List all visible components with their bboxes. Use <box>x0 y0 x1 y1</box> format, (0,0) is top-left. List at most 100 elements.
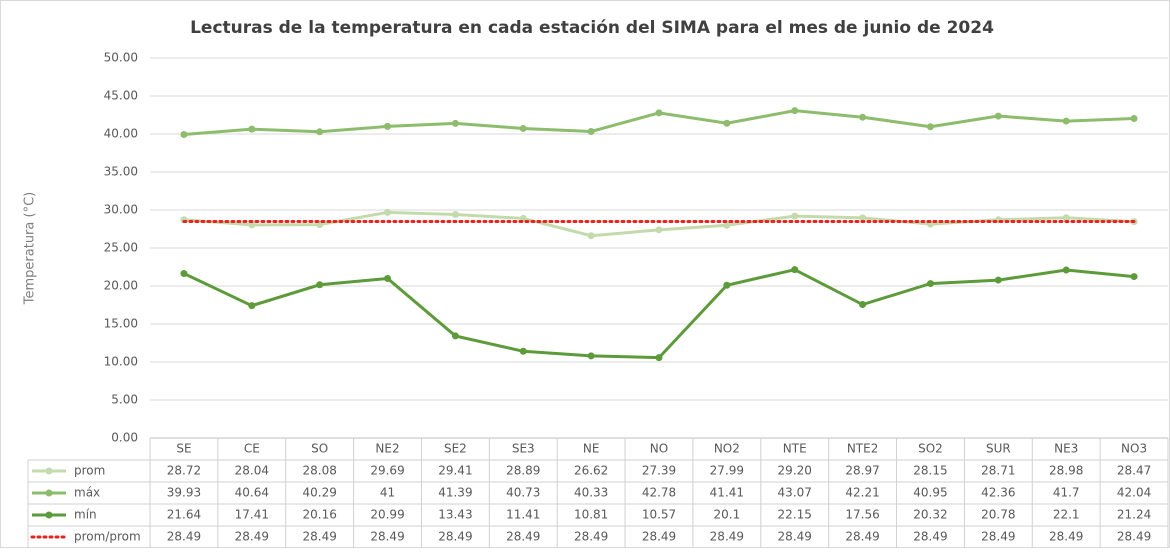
x-tick-label: NO <box>650 442 668 456</box>
data-table-value: 43.07 <box>778 486 812 500</box>
data-table-value: 41 <box>380 486 395 500</box>
data-table-value: 20.16 <box>302 508 336 522</box>
data-point <box>1062 214 1070 222</box>
x-tick-label: SO <box>311 442 328 456</box>
data-table-value: 28.49 <box>778 530 812 544</box>
data-point <box>655 226 663 234</box>
data-point <box>994 112 1002 120</box>
data-point <box>723 281 731 289</box>
data-table-value: 40.73 <box>506 486 540 500</box>
y-tick-label: 5.00 <box>111 393 138 407</box>
data-table-value: 28.49 <box>710 530 744 544</box>
data-point <box>451 332 459 340</box>
data-table-value: 21.24 <box>1117 508 1151 522</box>
data-table-value: 28.98 <box>1049 464 1083 478</box>
y-tick-label: 35.00 <box>104 165 138 179</box>
legend-label: prom <box>74 464 105 478</box>
legend-marker <box>45 489 53 497</box>
x-tick-label: SUR <box>986 442 1011 456</box>
data-table-value: 40.29 <box>302 486 336 500</box>
data-point <box>384 208 392 216</box>
y-tick-label: 10.00 <box>104 355 138 369</box>
data-point <box>587 127 595 135</box>
y-tick-label: 50.00 <box>104 51 138 65</box>
y-axis-title: Temperatura (°C) <box>23 192 38 305</box>
data-table-value: 28.49 <box>913 530 947 544</box>
data-point <box>655 109 663 117</box>
data-table-value: 40.64 <box>235 486 269 500</box>
x-tick-label: SE <box>176 442 191 456</box>
x-tick-label: NTE <box>783 442 807 456</box>
data-point <box>587 352 595 360</box>
data-table-value: 17.56 <box>845 508 879 522</box>
y-tick-label: 45.00 <box>104 89 138 103</box>
data-table-value: 20.32 <box>913 508 947 522</box>
data-table-value: 29.20 <box>778 464 812 478</box>
data-point <box>791 266 799 274</box>
data-table-value: 42.36 <box>981 486 1015 500</box>
data-table-value: 28.49 <box>1117 530 1151 544</box>
data-table-value: 40.33 <box>574 486 608 500</box>
data-table-value: 28.97 <box>845 464 879 478</box>
data-table-value: 22.1 <box>1053 508 1080 522</box>
data-table-value: 29.69 <box>370 464 404 478</box>
data-table-value: 28.49 <box>370 530 404 544</box>
data-point <box>859 301 867 309</box>
data-table-value: 28.47 <box>1117 464 1151 478</box>
data-point <box>519 347 527 355</box>
legend-label: mín <box>74 508 97 522</box>
data-table-value: 28.49 <box>167 530 201 544</box>
x-tick-label: NTE2 <box>847 442 879 456</box>
data-table-value: 28.71 <box>981 464 1015 478</box>
data-table-value: 28.15 <box>913 464 947 478</box>
data-table-value: 21.64 <box>167 508 201 522</box>
legend-marker <box>45 467 53 475</box>
y-tick-label: 40.00 <box>104 127 138 141</box>
y-tick-label: 30.00 <box>104 203 138 217</box>
data-point <box>655 354 663 362</box>
data-point <box>248 221 256 229</box>
data-table-value: 42.78 <box>642 486 676 500</box>
data-table-value: 41.7 <box>1053 486 1080 500</box>
data-table-value: 28.49 <box>302 530 336 544</box>
data-table-value: 28.04 <box>235 464 269 478</box>
x-tick-label: NE <box>583 442 600 456</box>
y-tick-label: 0.00 <box>111 431 138 445</box>
data-point <box>926 280 934 288</box>
data-table-value: 40.95 <box>913 486 947 500</box>
data-point <box>791 212 799 220</box>
data-point <box>384 274 392 282</box>
data-point <box>859 113 867 121</box>
data-table-value: 28.49 <box>235 530 269 544</box>
data-table-value: 41.39 <box>438 486 472 500</box>
data-table-value: 28.49 <box>1049 530 1083 544</box>
data-table-value: 11.41 <box>506 508 540 522</box>
data-point <box>519 124 527 132</box>
data-point <box>1062 117 1070 125</box>
data-point <box>451 210 459 218</box>
data-point <box>248 125 256 133</box>
x-tick-label: SE3 <box>512 442 535 456</box>
data-point <box>316 128 324 136</box>
data-point <box>926 123 934 131</box>
data-point <box>994 276 1002 284</box>
data-table-value: 13.43 <box>438 508 472 522</box>
data-table-value: 28.49 <box>845 530 879 544</box>
data-table-value: 27.99 <box>710 464 744 478</box>
data-point <box>384 122 392 130</box>
data-table-value: 10.81 <box>574 508 608 522</box>
data-point <box>723 221 731 229</box>
data-table-value: 28.89 <box>506 464 540 478</box>
data-table-value: 20.78 <box>981 508 1015 522</box>
data-point <box>180 270 188 278</box>
x-tick-label: NE2 <box>375 442 399 456</box>
data-table-value: 28.72 <box>167 464 201 478</box>
data-point <box>316 281 324 289</box>
legend-label: prom/prom <box>74 530 141 544</box>
chart-title: Lecturas de la temperatura en cada estac… <box>190 18 994 38</box>
data-point <box>791 107 799 115</box>
data-point <box>451 119 459 127</box>
x-tick-label: NO3 <box>1121 442 1147 456</box>
data-table-value: 39.93 <box>167 486 201 500</box>
